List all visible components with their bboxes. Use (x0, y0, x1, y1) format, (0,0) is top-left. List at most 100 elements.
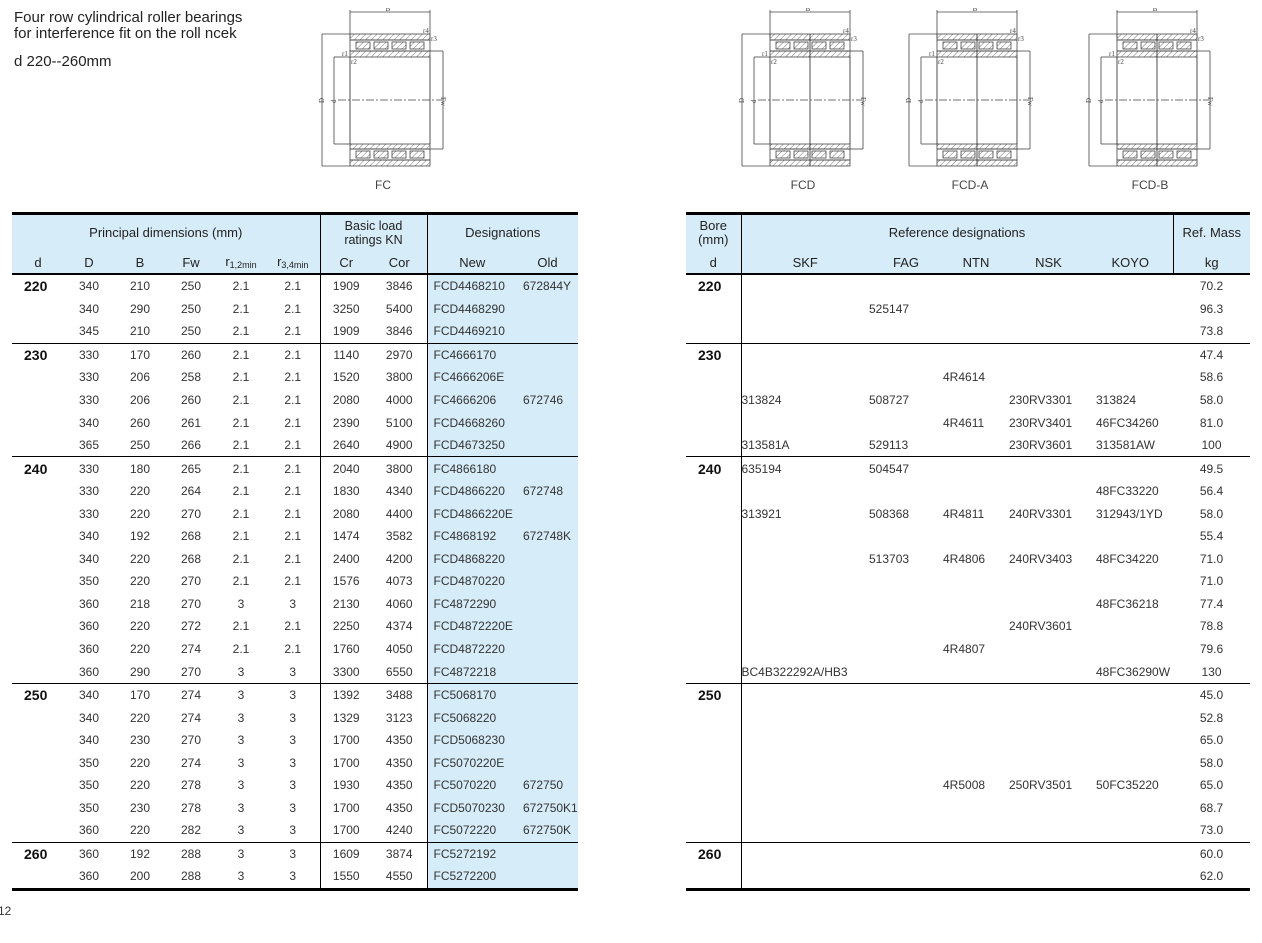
cell-old-designation (517, 841, 578, 866)
cell-old-designation (517, 547, 578, 571)
col-d: d (12, 251, 64, 275)
cell-r34: 3 (266, 682, 321, 707)
cell-D: 350 (78, 755, 100, 770)
cell-skf (741, 615, 869, 638)
cell-koyo (1088, 841, 1173, 866)
cell-new-designation: FCD4673250 (427, 433, 517, 457)
table-row: 340 192 268 2.1 2.1 1474 3582 FC4868192 672748K (12, 525, 578, 548)
dim-label-r1: r1 (342, 50, 348, 58)
cell-koyo (1088, 525, 1173, 548)
table-row: 52.8 (686, 706, 1250, 729)
cell-Cor: 4350 (372, 774, 428, 797)
dim-label-D: D (738, 98, 746, 103)
cell-Cr: 1700 (332, 733, 360, 748)
bore-d (12, 729, 64, 752)
bore-d (686, 388, 742, 412)
cell-D: 350 (78, 574, 100, 589)
cell-old-designation: 672750K (517, 819, 578, 843)
cell-skf (741, 298, 869, 321)
cell-Fw: 270 (180, 664, 202, 679)
cell-skf (741, 865, 869, 889)
cell-new-designation: FC5070220 (427, 774, 517, 797)
cell-Fw: 268 (180, 551, 202, 566)
cell-r34: 2.1 (266, 502, 321, 526)
cell-mass: 130 (1201, 664, 1222, 679)
dim-label-B: B (973, 8, 978, 13)
col-koyo: KOYO (1088, 251, 1174, 275)
cell-mass: 55.4 (1199, 529, 1224, 544)
bore-d: 230 (686, 342, 742, 367)
dim-label-Fw: Fw (1206, 97, 1214, 107)
col-Cor: Cor (372, 251, 428, 275)
cell-fag (869, 366, 943, 389)
cell-nsk (1009, 865, 1088, 889)
bearing-diagram-fc: B D d Fw r1 r2 r3 r4 FC (318, 8, 448, 192)
cell-Cr: 2400 (332, 551, 360, 566)
cell-old-designation: 672748 (517, 479, 578, 503)
bearing-diagram-fcd-a: B D d Fw r1 r2 r3 r4 FCD-A (905, 8, 1035, 192)
cell-new-designation: FC5272200 (427, 865, 517, 890)
cell-nsk (1009, 320, 1088, 343)
cell-new-designation: FCD4872220E (427, 615, 517, 638)
table-row: 58.0 (686, 751, 1250, 775)
cell-Fw: 265 (166, 456, 216, 480)
cell-Cr: 1550 (332, 869, 360, 884)
cell-skf (741, 682, 869, 707)
cell-ntn: 4R4611 (943, 415, 985, 430)
cell-ntn (943, 841, 1009, 866)
reference-table: Bore (mm) Reference designations Ref. Ma… (686, 212, 1250, 891)
cell-new-designation: FCD5068230 (427, 728, 517, 752)
cell-D: 330 (64, 342, 114, 367)
cell-r12: 3 (237, 823, 245, 838)
cell-ntn (943, 434, 1009, 457)
cell-B: 230 (129, 733, 151, 748)
bore-d (686, 706, 742, 729)
cell-skf (741, 841, 869, 866)
dim-label-d: d (917, 99, 925, 103)
cell-Cor: 4050 (372, 637, 428, 661)
cell-Cr: 1930 (332, 778, 360, 793)
cell-Cr: 2080 (332, 393, 360, 407)
table-row: 62.0 (686, 865, 1250, 890)
table-row: 260 60.0 (686, 841, 1250, 866)
cell-fag (869, 729, 943, 752)
cell-D: 340 (78, 710, 100, 725)
cell-old-designation (517, 433, 578, 457)
bore-d: 250 (686, 682, 742, 707)
bore-d: 240 (12, 456, 64, 480)
cell-Cor: 2970 (372, 342, 428, 367)
cell-Fw: 288 (180, 869, 202, 884)
cell-r34: 2.1 (266, 637, 321, 661)
cell-Cr: 1760 (332, 642, 360, 657)
dim-label-r2: r2 (771, 58, 777, 66)
cell-old-designation (517, 342, 578, 367)
title-line-2: for interference fit on the roll ncek (14, 25, 237, 42)
col-nsk: NSK (1009, 251, 1088, 275)
table-row: 68.7 (686, 796, 1250, 820)
cell-Fw: 258 (180, 370, 202, 385)
cell-nsk: 240RV3301 (1009, 506, 1073, 521)
cell-r34: 2.1 (266, 433, 321, 457)
cell-ntn (943, 570, 1009, 593)
cell-skf (741, 411, 869, 434)
cell-mass: 58.6 (1199, 370, 1224, 385)
cell-koyo: 48FC36290W (1096, 664, 1171, 679)
cell-D: 340 (78, 551, 100, 566)
cell-B: 210 (129, 279, 151, 294)
cell-skf: 313824 (741, 393, 782, 407)
cell-r12: 3 (216, 682, 266, 707)
bore-d (686, 570, 742, 593)
col-B: B (114, 251, 166, 275)
diagram-label: FCD-A (951, 178, 989, 192)
bore-d (686, 774, 742, 797)
cell-ntn: 4R4811 (943, 506, 985, 521)
bore-d (12, 434, 64, 457)
cell-mass: 100 (1201, 438, 1222, 453)
table-row: 340 220 274 3 3 1329 3123 FC5068220 (12, 706, 578, 729)
col-bore-d: d (686, 251, 742, 275)
cell-Cor: 3582 (372, 525, 428, 548)
cell-Fw: 250 (180, 301, 202, 316)
cell-koyo (1088, 819, 1173, 842)
cell-Cor: 4374 (372, 615, 428, 638)
cell-Cor: 4900 (372, 433, 428, 457)
